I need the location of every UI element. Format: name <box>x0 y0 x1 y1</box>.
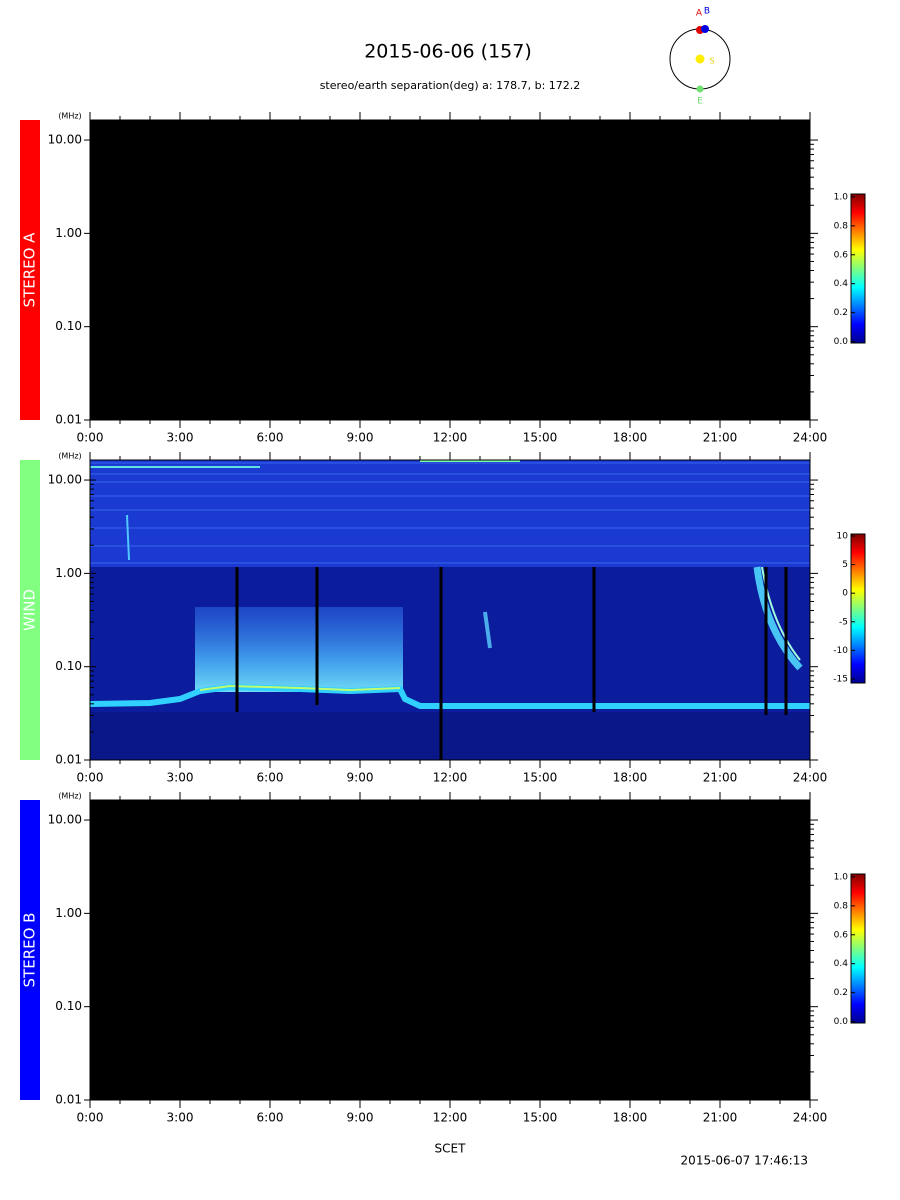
x-tick-label: 9:00 <box>347 1111 374 1125</box>
x-tick-label: 21:00 <box>703 771 738 785</box>
colorbar-tick-label: 0.8 <box>834 901 849 911</box>
orbit-label-a: A <box>696 9 703 19</box>
panel-label: STEREO A <box>21 232 39 308</box>
orbit-label-b: B <box>704 7 710 17</box>
y-axis-label: (MHz) <box>58 452 81 461</box>
x-tick-label: 9:00 <box>347 771 374 785</box>
x-tick-label: 6:00 <box>257 431 284 445</box>
x-tick-label: 12:00 <box>433 1111 468 1125</box>
x-tick-label: 3:00 <box>167 771 194 785</box>
x-tick-label: 24:00 <box>793 431 828 445</box>
panel-label-bar <box>20 120 40 420</box>
colorbar-tick-label: 0.0 <box>834 337 849 347</box>
orbit-label-s: S <box>709 57 714 66</box>
y-tick-label: 10.00 <box>48 473 82 487</box>
wind-spectrogram <box>89 460 810 760</box>
panel-label: WIND <box>21 589 39 631</box>
x-tick-label: 0:00 <box>77 431 104 445</box>
colorbar-tick-label: 0 <box>842 589 848 599</box>
y-tick-label: 0.01 <box>55 413 82 427</box>
x-tick-label: 6:00 <box>257 1111 284 1125</box>
panel-label: STEREO B <box>21 913 39 988</box>
subtitle: stereo/earth separation(deg) a: 178.7, b… <box>320 79 581 92</box>
colorbar-tick-label: -5 <box>839 617 848 627</box>
plot-background <box>90 120 810 420</box>
colorbar-tick-label: 0.4 <box>834 959 849 969</box>
panel-label-bar <box>20 800 40 1100</box>
x-tick-label: 9:00 <box>347 431 374 445</box>
x-tick-label: 18:00 <box>613 1111 648 1125</box>
x-tick-label: 24:00 <box>793 1111 828 1125</box>
x-tick-label: 3:00 <box>167 1111 194 1125</box>
orbit-label-e: E <box>697 97 703 107</box>
x-tick-label: 15:00 <box>523 1111 558 1125</box>
colorbar-tick-label: 1.0 <box>834 192 849 202</box>
x-tick-label: 12:00 <box>433 431 468 445</box>
colorbar-tick-label: 0.6 <box>834 250 849 260</box>
y-tick-label: 0.01 <box>55 1093 82 1107</box>
colorbar-tick-label: -10 <box>833 646 848 656</box>
colorbar-tick-label: -15 <box>833 674 848 684</box>
colorbar-tick-label: 5 <box>842 560 848 570</box>
x-tick-label: 0:00 <box>77 1111 104 1125</box>
y-axis-label: (MHz) <box>58 112 81 121</box>
x-tick-label: 15:00 <box>523 431 558 445</box>
y-tick-label: 0.01 <box>55 753 82 767</box>
x-tick-label: 21:00 <box>703 431 738 445</box>
colorbar <box>850 193 866 344</box>
x-tick-label: 18:00 <box>613 771 648 785</box>
y-tick-label: 1.00 <box>55 906 82 920</box>
colorbar-tick-label: 0.2 <box>834 308 848 318</box>
x-axis-label: SCET <box>435 1142 467 1156</box>
y-tick-label: 0.10 <box>55 659 82 673</box>
x-tick-label: 18:00 <box>613 431 648 445</box>
colorbar-tick-label: 0.4 <box>834 279 849 289</box>
colorbar-tick-label: 10 <box>837 532 849 542</box>
timestamp: 2015-06-07 17:46:13 <box>681 1154 808 1168</box>
y-tick-label: 10.00 <box>48 813 82 827</box>
colorbar-tick-label: 0.8 <box>834 221 849 231</box>
x-tick-label: 3:00 <box>167 431 194 445</box>
colorbar-tick-label: 0.0 <box>834 1017 849 1027</box>
x-tick-label: 12:00 <box>433 771 468 785</box>
y-tick-label: 1.00 <box>55 566 82 580</box>
y-tick-label: 10.00 <box>48 133 82 147</box>
y-tick-label: 1.00 <box>55 226 82 240</box>
x-tick-label: 15:00 <box>523 771 558 785</box>
y-axis-label: (MHz) <box>58 792 81 801</box>
panel-label-bar <box>20 460 40 760</box>
colorbar-tick-label: 1.0 <box>834 872 849 882</box>
y-tick-label: 0.10 <box>55 999 82 1013</box>
x-tick-label: 24:00 <box>793 771 828 785</box>
x-tick-label: 0:00 <box>77 771 104 785</box>
colorbar <box>850 873 866 1024</box>
x-tick-label: 21:00 <box>703 1111 738 1125</box>
orbit-diagram: A B S E <box>669 7 731 107</box>
colorbar <box>850 533 866 684</box>
colorbar-tick-label: 0.6 <box>834 930 849 940</box>
y-tick-label: 0.10 <box>55 319 82 333</box>
plot-background <box>90 800 810 1100</box>
colorbar-tick-label: 0.2 <box>834 988 848 998</box>
title: 2015-06-06 (157) <box>364 41 532 63</box>
x-tick-label: 6:00 <box>257 771 284 785</box>
